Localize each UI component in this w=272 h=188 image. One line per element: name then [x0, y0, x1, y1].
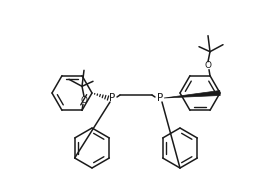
Text: O: O — [205, 61, 212, 70]
Text: P: P — [109, 93, 115, 103]
Text: O: O — [81, 96, 88, 105]
Polygon shape — [164, 90, 220, 98]
Text: P: P — [157, 93, 163, 103]
